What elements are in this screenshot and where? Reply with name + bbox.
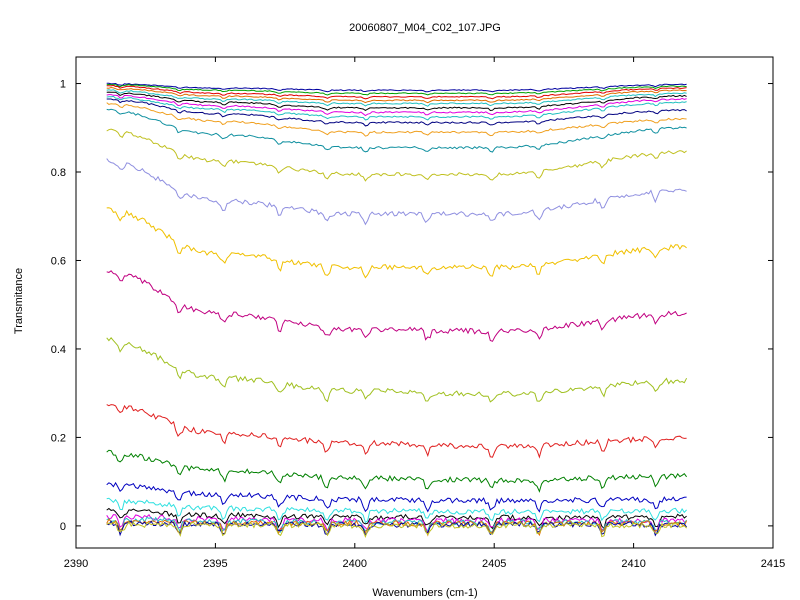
y-tick-label: 0.8 — [51, 167, 66, 179]
y-tick-label: 0.2 — [51, 432, 66, 444]
spectrum-line — [106, 86, 687, 104]
spectrum-line — [106, 270, 687, 342]
spectrum-line — [106, 207, 687, 279]
spectrum-line — [106, 108, 687, 153]
axis-layer: 2390 2395 2400 2405 2410 2415 0 0.2 0.4 0.6 0.8 1 — [51, 57, 785, 570]
spectrum-line — [106, 128, 687, 182]
chart-title: 20060807_M04_C02_107.JPG — [349, 22, 501, 34]
spectrum-line — [106, 98, 687, 127]
spectrum-line — [106, 89, 687, 107]
spectrum-line — [106, 521, 687, 538]
spectrum-line — [106, 91, 687, 112]
spectrum-line — [106, 497, 687, 524]
spectrum-line — [106, 404, 687, 459]
y-tick-label: 0.6 — [51, 255, 66, 267]
x-tick-label: 2390 — [64, 558, 88, 570]
spectrum-line — [106, 507, 687, 530]
x-axis-label: Wavenumbers (cm-1) — [372, 587, 477, 599]
x-tick-label: 2400 — [343, 558, 367, 570]
spectrum-line — [106, 481, 687, 513]
y-tick-label: 0.4 — [51, 344, 66, 356]
x-tick-label: 2410 — [621, 558, 645, 570]
y-axis-label: Transmitance — [13, 268, 25, 334]
spectrum-line — [106, 449, 688, 493]
spectrum-line — [106, 337, 688, 403]
spectrum-line — [106, 94, 687, 117]
x-tick-label: 2405 — [482, 558, 506, 570]
spectrum-line — [106, 95, 687, 121]
spectrum-line — [106, 84, 687, 100]
spectrum-line — [106, 102, 687, 137]
spectrum-line — [106, 83, 687, 96]
x-tick-label: 2415 — [761, 558, 785, 570]
spectrum-line — [106, 520, 688, 537]
y-tick-label: 1 — [60, 79, 66, 91]
series-layer — [106, 82, 688, 538]
plot-frame — [75, 56, 774, 549]
y-tick-label: 0 — [60, 521, 66, 533]
spectrum-line — [106, 158, 687, 226]
x-tick-label: 2395 — [203, 558, 227, 570]
spectrum-line — [106, 82, 687, 93]
